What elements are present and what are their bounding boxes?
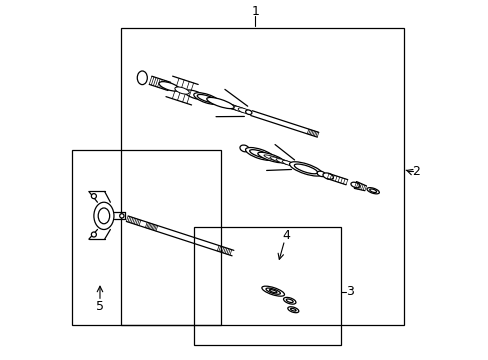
Bar	[121, 28, 403, 325]
Ellipse shape	[232, 106, 246, 112]
Ellipse shape	[120, 214, 124, 218]
Ellipse shape	[197, 94, 216, 103]
Ellipse shape	[175, 87, 189, 94]
Text: 1: 1	[251, 5, 259, 18]
Ellipse shape	[269, 157, 289, 164]
Ellipse shape	[238, 108, 249, 113]
Ellipse shape	[369, 189, 376, 193]
Ellipse shape	[91, 194, 96, 199]
Text: 2: 2	[411, 165, 419, 177]
Ellipse shape	[225, 104, 243, 111]
Ellipse shape	[240, 145, 248, 152]
Text: 3: 3	[345, 285, 353, 298]
Ellipse shape	[282, 161, 294, 166]
Ellipse shape	[91, 232, 96, 237]
Ellipse shape	[287, 307, 298, 313]
Text: 4: 4	[282, 229, 290, 242]
Ellipse shape	[366, 188, 379, 194]
Ellipse shape	[289, 162, 322, 176]
Ellipse shape	[184, 90, 205, 99]
Ellipse shape	[98, 208, 109, 224]
Ellipse shape	[159, 82, 179, 91]
Ellipse shape	[264, 155, 286, 163]
Ellipse shape	[350, 182, 359, 188]
Ellipse shape	[265, 288, 280, 294]
Ellipse shape	[249, 150, 270, 158]
Ellipse shape	[317, 171, 325, 177]
Bar	[194, 226, 341, 345]
Text: 5: 5	[96, 300, 104, 313]
Ellipse shape	[245, 110, 251, 114]
Ellipse shape	[294, 164, 317, 174]
Ellipse shape	[276, 159, 292, 165]
Ellipse shape	[206, 98, 234, 109]
Ellipse shape	[245, 148, 274, 160]
Ellipse shape	[211, 100, 236, 109]
Ellipse shape	[218, 102, 240, 110]
Ellipse shape	[285, 299, 293, 302]
Ellipse shape	[262, 286, 284, 296]
Ellipse shape	[257, 152, 283, 163]
Ellipse shape	[269, 289, 276, 293]
Ellipse shape	[322, 173, 333, 179]
Bar	[72, 149, 221, 325]
Ellipse shape	[290, 309, 295, 311]
Ellipse shape	[94, 202, 114, 229]
Ellipse shape	[283, 297, 295, 304]
Ellipse shape	[137, 71, 147, 85]
Ellipse shape	[193, 93, 220, 104]
